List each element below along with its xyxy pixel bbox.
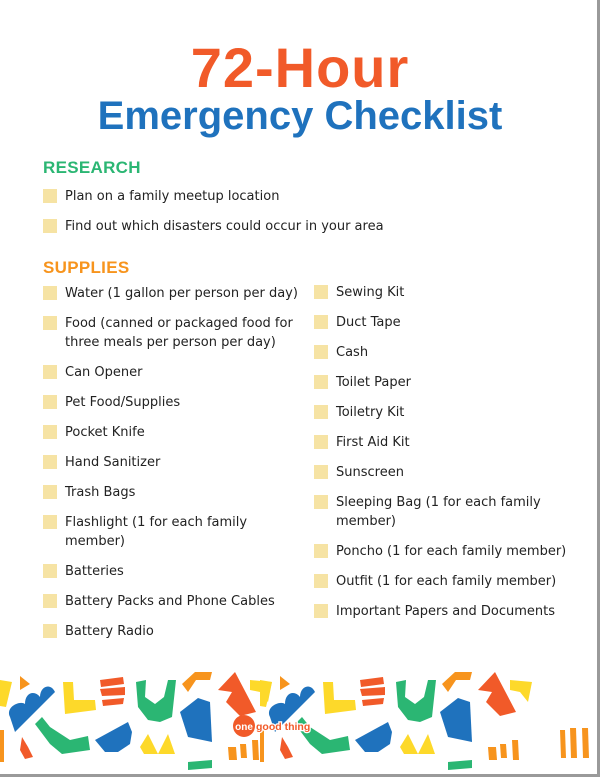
checklist-item-label: Outfit (1 for each family member)	[336, 574, 557, 589]
checklist-item[interactable]: First Aid Kit	[314, 433, 574, 452]
page-edge	[0, 774, 600, 777]
supplies-heading: SUPPLIES	[43, 258, 130, 277]
checkbox[interactable]	[43, 316, 57, 330]
checkbox[interactable]	[43, 219, 57, 233]
checkbox[interactable]	[314, 604, 328, 618]
decorative-banner: one good thing	[0, 672, 589, 770]
checklist-item[interactable]: Hand Sanitizer	[43, 453, 303, 472]
checkbox[interactable]	[43, 624, 57, 638]
checklist-item[interactable]: Sunscreen	[314, 463, 574, 482]
page-edge	[597, 0, 600, 777]
checkbox[interactable]	[43, 485, 57, 499]
checkbox[interactable]	[314, 285, 328, 299]
checklist-item-label: Cash	[336, 345, 369, 360]
checklist-item-label: Find out which disasters could occur in …	[65, 219, 384, 234]
checklist-item-label: Food (canned or packaged food for three …	[65, 316, 293, 350]
checklist-item-label: Batteries	[65, 564, 124, 579]
checklist-item-label: First Aid Kit	[336, 435, 410, 450]
checklist-item-label: Toiletry Kit	[336, 405, 405, 420]
supplies-list-left: Water (1 gallon per person per day) Food …	[43, 284, 303, 652]
research-list: Plan on a family meetup location Find out…	[43, 187, 543, 247]
checkbox[interactable]	[314, 495, 328, 509]
checklist-item[interactable]: Batteries	[43, 562, 303, 581]
checkbox[interactable]	[43, 395, 57, 409]
checkbox[interactable]	[314, 375, 328, 389]
checklist-item[interactable]: Pet Food/Supplies	[43, 393, 303, 412]
checklist-item-label: Toilet Paper	[336, 375, 411, 390]
research-heading: RESEARCH	[43, 158, 141, 177]
checklist-item-label: Duct Tape	[336, 315, 401, 330]
supplies-list-right: Sewing Kit Duct Tape Cash Toilet Paper Toile…	[314, 283, 574, 632]
checklist-item[interactable]: Food (canned or packaged food for three …	[43, 314, 303, 352]
checklist-item[interactable]: Find out which disasters could occur in …	[43, 217, 543, 236]
checklist-item-label: Water (1 gallon per person per day)	[65, 286, 298, 301]
checklist-item[interactable]: Battery Packs and Phone Cables	[43, 592, 303, 611]
checklist-item-label: Poncho (1 for each family member)	[336, 544, 567, 559]
checklist-item-label: Sleeping Bag (1 for each family member)	[336, 495, 541, 529]
checkbox[interactable]	[43, 455, 57, 469]
checklist-item[interactable]: Poncho (1 for each family member)	[314, 542, 574, 561]
checklist-item[interactable]: Important Papers and Documents	[314, 602, 574, 621]
checkbox[interactable]	[314, 435, 328, 449]
checklist-item-label: Battery Packs and Phone Cables	[65, 594, 275, 609]
checklist-item[interactable]: Battery Radio	[43, 622, 303, 641]
checkbox[interactable]	[43, 515, 57, 529]
checklist-item-label: Trash Bags	[65, 485, 136, 500]
checklist-item-label: Flashlight (1 for each family member)	[65, 515, 248, 549]
checklist-item-label: Pet Food/Supplies	[65, 395, 181, 410]
checklist-item[interactable]: Toilet Paper	[314, 373, 574, 392]
checkbox[interactable]	[314, 465, 328, 479]
checklist-item-label: Important Papers and Documents	[336, 604, 556, 619]
checkbox[interactable]	[43, 286, 57, 300]
checklist-item-label: Can Opener	[65, 365, 143, 380]
checklist-item-label: Sunscreen	[336, 465, 404, 480]
checklist-item-label: Pocket Knife	[65, 425, 145, 440]
checkbox[interactable]	[43, 564, 57, 578]
checkbox[interactable]	[314, 315, 328, 329]
title-line-1: 72-Hour	[190, 36, 410, 99]
checkbox[interactable]	[43, 189, 57, 203]
checklist-item[interactable]: Trash Bags	[43, 483, 303, 502]
checklist-item-label: Sewing Kit	[336, 285, 405, 300]
checklist-item[interactable]: Toiletry Kit	[314, 403, 574, 422]
checklist-item[interactable]: Can Opener	[43, 363, 303, 382]
svg-text:one: one	[235, 722, 253, 733]
checklist-item[interactable]: Outfit (1 for each family member)	[314, 572, 574, 591]
title-line-2: Emergency Checklist	[97, 94, 503, 138]
checklist-item[interactable]: Sewing Kit	[314, 283, 574, 302]
checklist-item[interactable]: Cash	[314, 343, 574, 362]
one-good-thing-logo: one good thing	[233, 715, 311, 737]
checklist-item[interactable]: Flashlight (1 for each family member)	[43, 513, 303, 551]
checkbox[interactable]	[314, 405, 328, 419]
checklist-item[interactable]: Plan on a family meetup location	[43, 187, 543, 206]
checkbox[interactable]	[314, 544, 328, 558]
checkbox[interactable]	[43, 594, 57, 608]
checklist-item[interactable]: Duct Tape	[314, 313, 574, 332]
checkbox[interactable]	[314, 345, 328, 359]
checklist-item[interactable]: Sleeping Bag (1 for each family member)	[314, 493, 574, 531]
checklist-item[interactable]: Water (1 gallon per person per day)	[43, 284, 303, 303]
checklist-item-label: Hand Sanitizer	[65, 455, 161, 470]
checkbox[interactable]	[43, 425, 57, 439]
checkbox[interactable]	[43, 365, 57, 379]
checklist-item[interactable]: Pocket Knife	[43, 423, 303, 442]
checklist-item-label: Battery Radio	[65, 624, 154, 639]
checklist-item-label: Plan on a family meetup location	[65, 189, 280, 204]
checkbox[interactable]	[314, 574, 328, 588]
svg-text:good thing: good thing	[256, 721, 310, 733]
